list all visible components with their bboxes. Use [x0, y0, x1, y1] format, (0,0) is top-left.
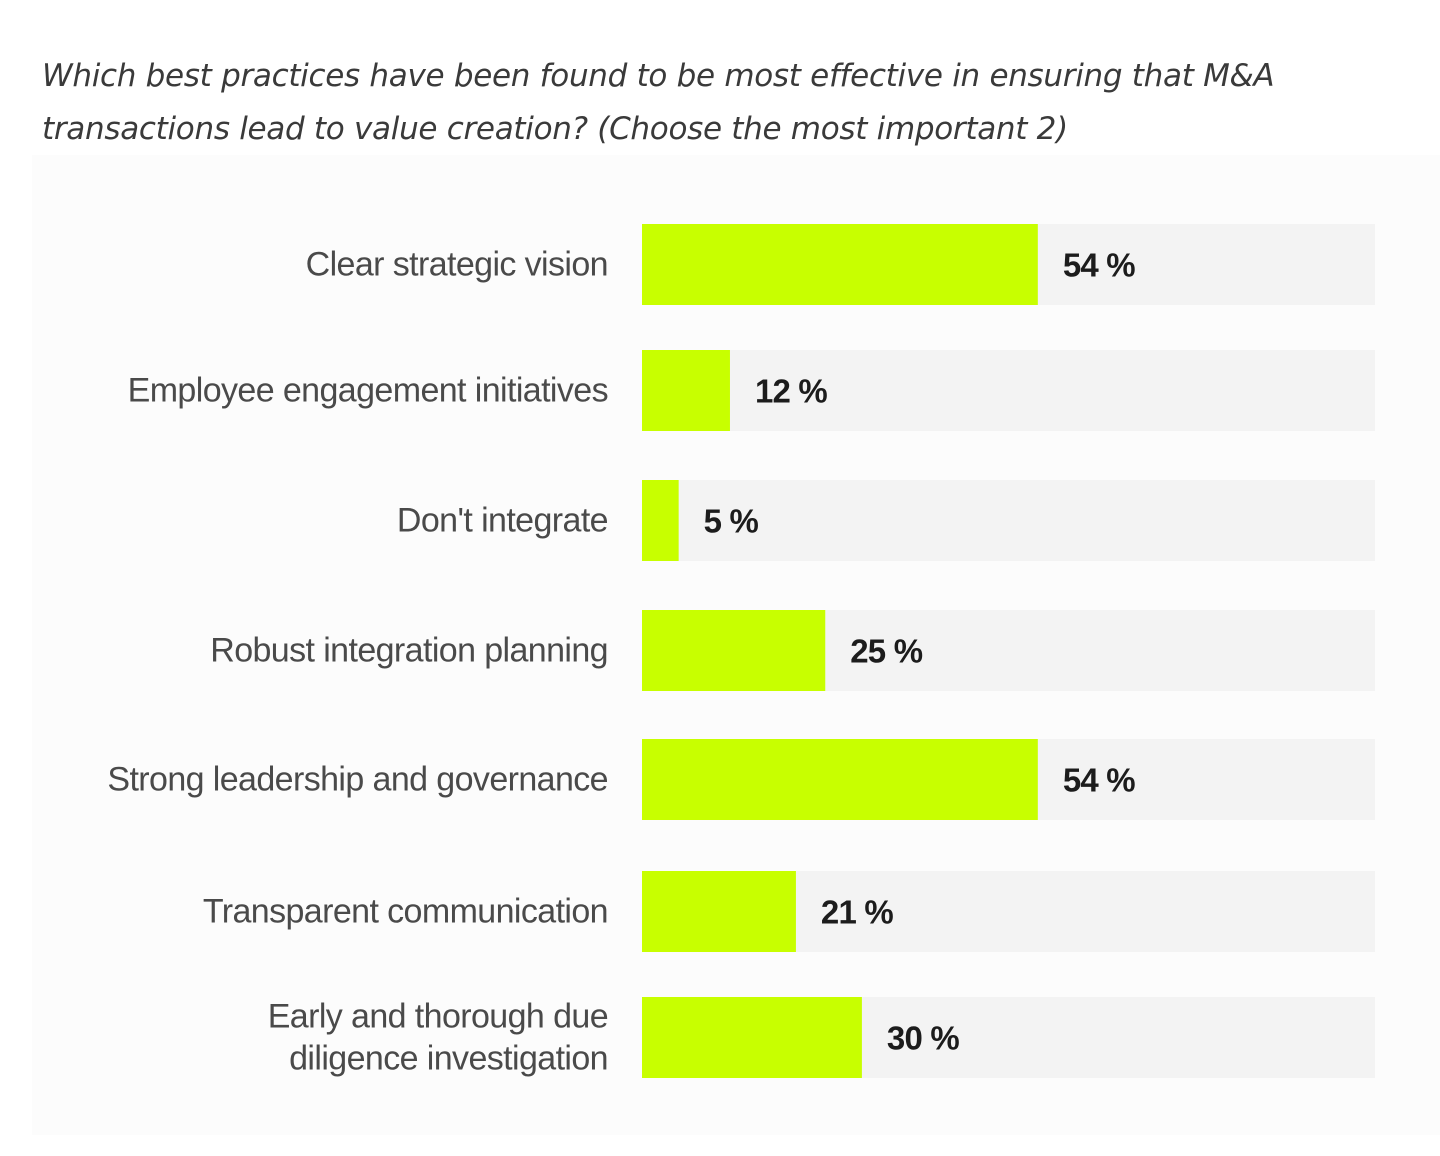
category-label-line: Employee engagement initiatives — [128, 372, 608, 410]
category-label: Don't integrate — [397, 502, 608, 540]
bar-row: Strong leadership and governance 54 % — [107, 739, 1375, 820]
category-label: Strong leadership and governance — [107, 761, 608, 799]
value-label: 12 % — [755, 373, 827, 410]
chart-rows: Clear strategic vision 54 % Employee engag… — [107, 224, 1375, 1078]
category-label-line: Robust integration planning — [210, 632, 608, 670]
value-label: 54 % — [1063, 247, 1135, 284]
value-label: 21 % — [821, 894, 893, 931]
category-label-line: Clear strategic vision — [306, 246, 608, 284]
category-label-line: Transparent communication — [203, 893, 608, 931]
bar — [642, 610, 826, 691]
bar — [642, 739, 1038, 820]
bar-row: Employee engagement initiatives 12 % — [128, 350, 1375, 431]
bar — [642, 871, 796, 952]
bar — [642, 350, 730, 431]
category-label: Robust integration planning — [210, 632, 608, 670]
bar-track — [642, 480, 1375, 561]
value-label: 30 % — [887, 1020, 959, 1057]
bar-row: Clear strategic vision 54 % — [306, 224, 1375, 305]
bar-row: Early and thorough due diligence investig… — [268, 997, 1375, 1078]
bar-track — [642, 350, 1375, 431]
category-label: Early and thorough due diligence investig… — [268, 998, 608, 1078]
bar — [642, 224, 1038, 305]
category-label-line: Strong leadership and governance — [107, 761, 608, 799]
category-label: Employee engagement initiatives — [128, 372, 608, 410]
bar — [642, 997, 862, 1078]
category-label-line: Early and thorough due — [268, 998, 608, 1036]
bar-row: Transparent communication 21 % — [203, 871, 1375, 952]
question-title: Which best practices have been found to … — [42, 58, 1275, 147]
category-label-line: diligence investigation — [289, 1040, 608, 1078]
bar-row: Robust integration planning 25 % — [210, 610, 1375, 691]
category-label: Clear strategic vision — [306, 246, 608, 284]
value-label: 54 % — [1063, 762, 1135, 799]
category-label-line: Don't integrate — [397, 502, 608, 540]
value-label: 25 % — [850, 633, 922, 670]
bar — [642, 480, 679, 561]
value-label: 5 % — [704, 503, 759, 540]
category-label: Transparent communication — [203, 893, 608, 931]
bar-row: Don't integrate 5 % — [397, 480, 1375, 561]
